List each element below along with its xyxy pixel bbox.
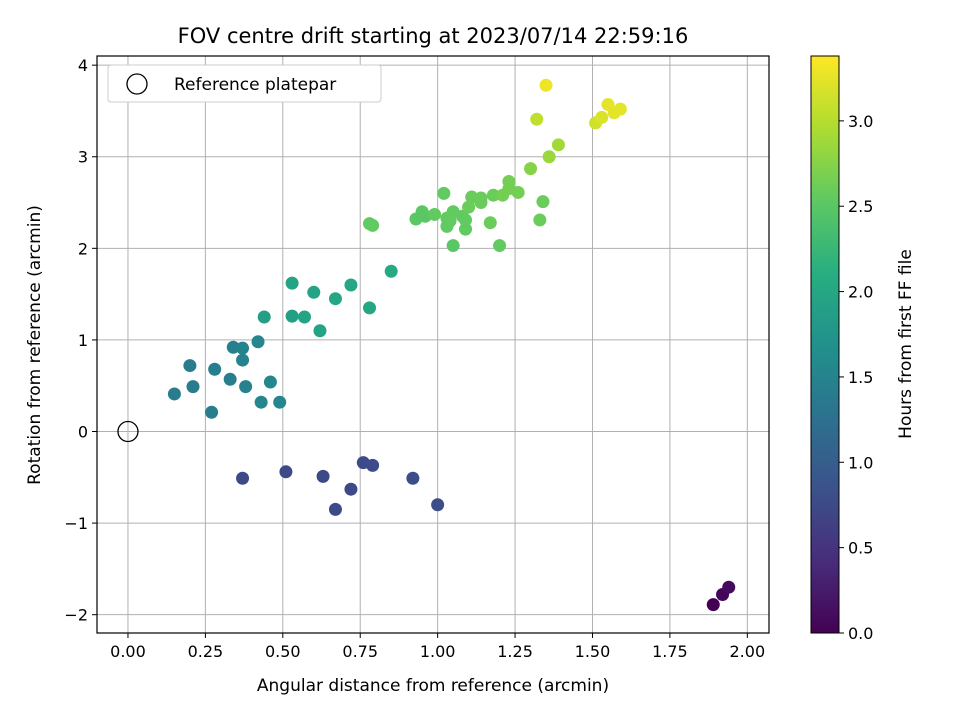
data-point [285, 309, 299, 323]
data-point [530, 112, 544, 126]
reference-platepar-marker [117, 420, 139, 443]
colorbar-tick-label: 2.0 [848, 283, 873, 302]
data-point [595, 110, 609, 124]
data-point [205, 405, 219, 419]
x-tick-label: 0.25 [188, 642, 224, 661]
colorbar [810, 55, 840, 634]
data-point [493, 239, 507, 253]
data-point [524, 162, 538, 176]
data-point [257, 310, 271, 324]
data-point [208, 362, 222, 376]
data-point [297, 310, 311, 324]
data-point [366, 458, 380, 472]
colorbar-tick-label: 0.5 [848, 539, 873, 558]
data-point [366, 218, 380, 232]
data-point [539, 78, 553, 92]
y-axis-label: Rotation from reference (arcmin) [25, 205, 45, 485]
data-point [459, 222, 473, 236]
grid [97, 56, 769, 633]
colorbar-tick-label: 3.0 [848, 112, 873, 131]
data-point [486, 188, 500, 202]
colorbar-tick-label: 0.0 [848, 624, 873, 643]
x-tick-label: 0.75 [342, 642, 378, 661]
x-axis-label: Angular distance from reference (arcmin) [257, 676, 609, 696]
x-tick-label: 0.00 [110, 642, 146, 661]
data-point [223, 372, 237, 386]
colorbar-tick-label: 1.0 [848, 453, 873, 472]
data-point [186, 380, 200, 394]
y-tick-label: 4 [78, 56, 88, 75]
data-point [474, 196, 488, 210]
data-point [406, 471, 420, 485]
x-tick-label: 1.00 [420, 642, 456, 661]
data-point [542, 150, 556, 164]
data-point [239, 380, 253, 394]
data-point [511, 185, 525, 199]
data-point [706, 598, 720, 612]
data-point [328, 502, 342, 516]
data-point [167, 387, 181, 401]
data-point [279, 465, 293, 479]
x-tick-label: 0.50 [265, 642, 301, 661]
x-tick-label: 2.00 [730, 642, 766, 661]
data-point [285, 276, 299, 290]
data-point [459, 213, 473, 227]
legend-box [107, 64, 382, 103]
data-point [462, 200, 476, 214]
data-point [183, 359, 197, 373]
y-tick-label: −1 [64, 514, 88, 533]
data-point [446, 239, 460, 253]
colorbar-tick-label: 2.5 [848, 197, 873, 216]
chart-title: FOV centre drift starting at 2023/07/14 … [178, 24, 689, 48]
legend-marker-open-circle [126, 73, 148, 95]
data-point [428, 207, 442, 221]
y-tick-label: 1 [78, 331, 88, 350]
data-point [328, 292, 342, 306]
data-point [344, 278, 358, 292]
data-point [613, 102, 627, 116]
data-point [363, 301, 377, 315]
legend: Reference platepar [107, 64, 382, 103]
data-point [307, 285, 321, 299]
data-point [263, 375, 277, 389]
y-tick-label: −2 [64, 606, 88, 625]
data-point [437, 186, 451, 200]
x-tick-label: 1.75 [652, 642, 688, 661]
legend-label: Reference platepar [174, 75, 336, 95]
y-axis-ticks: −2 −1 0 1 2 3 4 [64, 56, 97, 625]
data-point [236, 353, 250, 367]
x-tick-label: 1.25 [497, 642, 533, 661]
data-point [273, 395, 287, 409]
data-point [236, 471, 250, 485]
data-point [344, 482, 358, 496]
data-point [502, 174, 516, 188]
data-point [236, 341, 250, 355]
data-point [536, 195, 550, 209]
reference-point-layer [117, 420, 139, 443]
data-point [551, 138, 565, 152]
colorbar-ticks: 0.0 0.5 1.0 1.5 2.0 2.5 3.0 [839, 112, 873, 643]
data-point [384, 264, 398, 278]
data-point [316, 469, 330, 483]
data-point [251, 335, 265, 349]
y-tick-label: 0 [78, 423, 88, 442]
data-point [313, 324, 327, 338]
x-axis-ticks: 0.00 0.25 0.50 0.75 1.00 1.25 1.50 1.75 2.00 [110, 633, 765, 661]
data-point [431, 498, 445, 512]
colorbar-label: Hours from first FF file [896, 249, 916, 439]
data-point [722, 580, 736, 594]
x-tick-label: 1.50 [575, 642, 611, 661]
data-point [254, 395, 268, 409]
y-tick-label: 3 [78, 148, 88, 167]
colorbar-tick-label: 1.5 [848, 368, 873, 387]
data-point [483, 216, 497, 230]
plot-area-frame [96, 55, 770, 634]
y-tick-label: 2 [78, 239, 88, 258]
data-points [167, 78, 736, 612]
data-point [533, 213, 547, 227]
